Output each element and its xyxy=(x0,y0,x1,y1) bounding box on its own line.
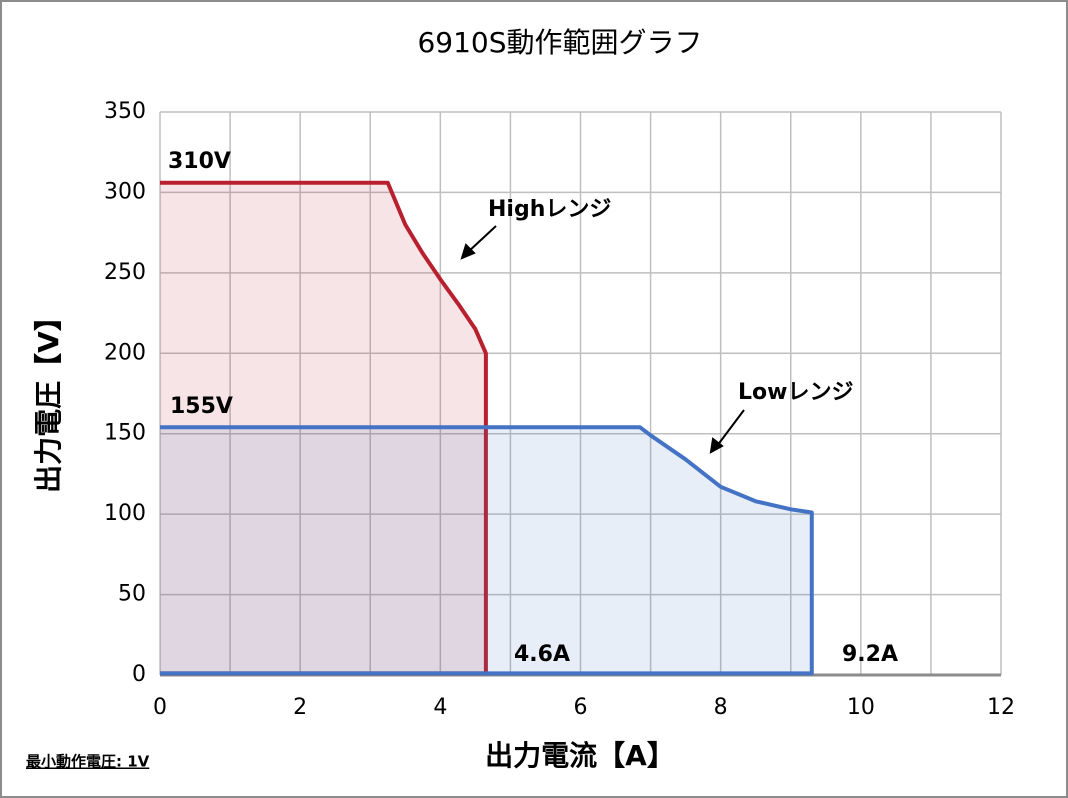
x-tick-label: 10 xyxy=(847,695,875,720)
annotation: 155V xyxy=(170,394,233,419)
arrows xyxy=(460,225,745,454)
y-tick-label: 250 xyxy=(104,260,146,285)
x-axis-label: 出力電流【A】 xyxy=(485,739,675,772)
x-tick-label: 6 xyxy=(574,695,588,720)
y-axis-label: 出力電圧【V】 xyxy=(32,303,65,493)
y-tick-label: 0 xyxy=(132,662,146,687)
x-tick-label: 2 xyxy=(293,695,307,720)
arrow xyxy=(716,409,745,447)
range-boundary xyxy=(160,425,814,676)
y-tick-label: 150 xyxy=(104,421,146,446)
y-tick-label: 200 xyxy=(104,340,146,365)
y-tick-label: 300 xyxy=(104,179,146,204)
arrow-head xyxy=(709,437,724,454)
x-tick-label: 0 xyxy=(153,695,167,720)
range-area xyxy=(160,427,812,674)
x-tick-label: 8 xyxy=(714,695,728,720)
x-tick-label: 4 xyxy=(433,695,447,720)
range-boundary xyxy=(160,180,488,676)
y-tick-label: 350 xyxy=(104,99,146,124)
y-tick-label: 100 xyxy=(104,501,146,526)
series-label: Lowレンジ xyxy=(738,380,853,405)
x-tick-label: 12 xyxy=(987,695,1015,720)
y-tick-label: 50 xyxy=(118,582,146,607)
series-label: Highレンジ xyxy=(488,197,611,222)
arrow xyxy=(467,225,497,253)
chart-title: 6910S動作範囲グラフ xyxy=(417,26,702,59)
annotation: 310V xyxy=(168,149,231,174)
annotation: 9.2A xyxy=(842,642,898,667)
footnote: 最小動作電圧: 1V xyxy=(26,753,150,771)
arrow-head xyxy=(460,243,476,260)
annotation: 4.6A xyxy=(514,642,570,667)
plot-area: 0 50 100 150 200 250 300 350 0 2 4 6 8 10 12 xyxy=(104,99,1015,720)
